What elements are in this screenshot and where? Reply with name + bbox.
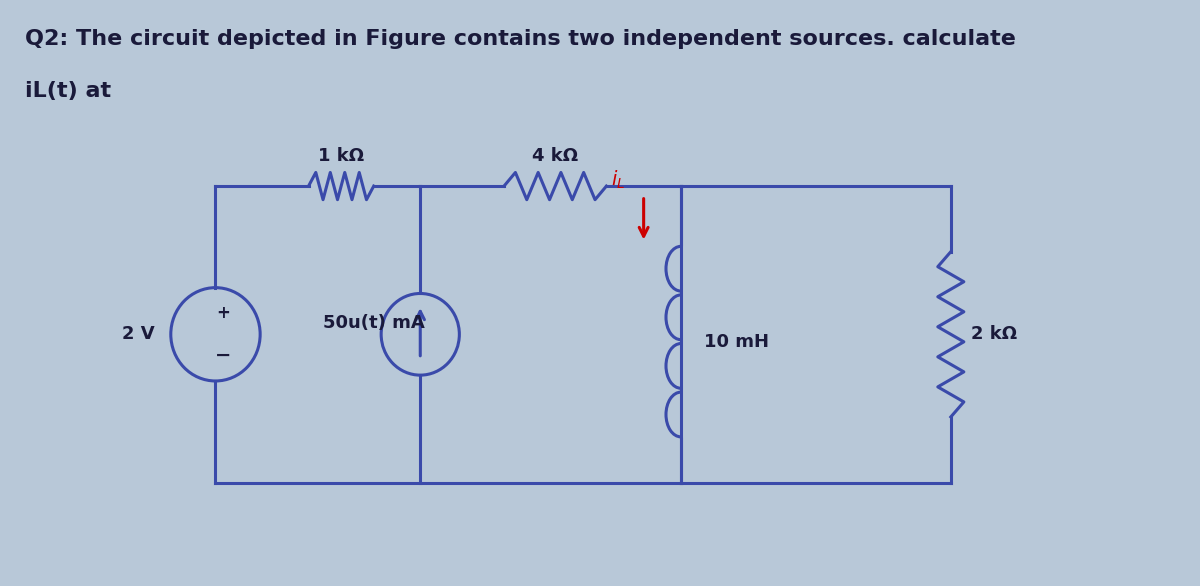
Text: 2 kΩ: 2 kΩ — [971, 325, 1018, 343]
Text: 2 V: 2 V — [122, 325, 155, 343]
Text: iL(t) at: iL(t) at — [25, 81, 110, 101]
Text: $i_L$: $i_L$ — [611, 169, 625, 191]
Text: 4 kΩ: 4 kΩ — [532, 146, 578, 165]
Text: +: + — [216, 304, 230, 322]
Text: −: − — [215, 346, 232, 365]
Text: 10 mH: 10 mH — [704, 333, 769, 350]
Text: 1 kΩ: 1 kΩ — [318, 146, 364, 165]
Text: 50u(t) mA: 50u(t) mA — [323, 314, 425, 332]
Text: Q2: The circuit depicted in Figure contains two independent sources. calculate: Q2: The circuit depicted in Figure conta… — [25, 29, 1015, 49]
